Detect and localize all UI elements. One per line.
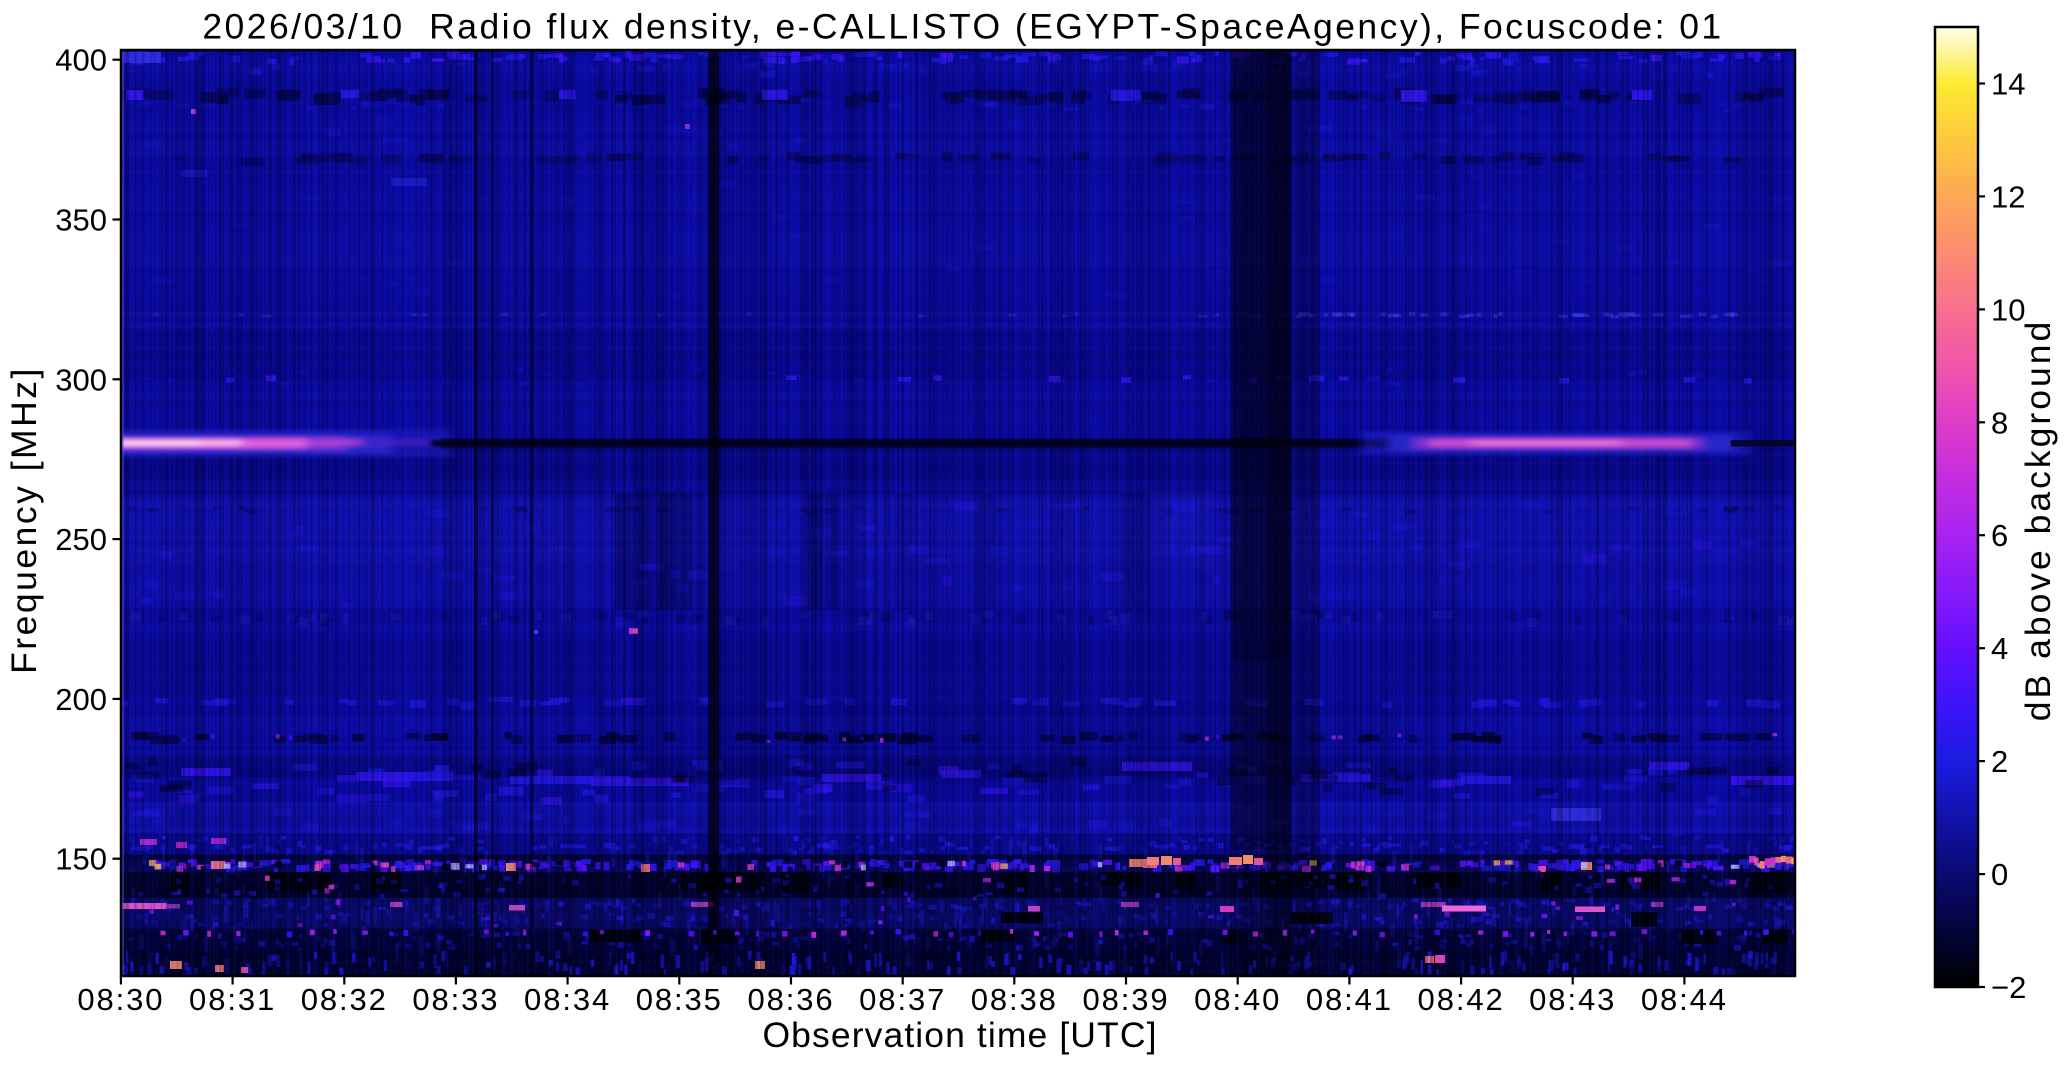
svg-text:08:43: 08:43 bbox=[1529, 982, 1616, 1017]
svg-text:08:37: 08:37 bbox=[859, 982, 946, 1017]
svg-text:2026/03/10 Radio flux density: 2026/03/10 Radio flux density, e-CALLIST… bbox=[202, 7, 1723, 47]
svg-text:08:31: 08:31 bbox=[189, 982, 276, 1017]
svg-text:4: 4 bbox=[1991, 631, 2008, 666]
svg-text:08:38: 08:38 bbox=[971, 982, 1058, 1017]
svg-text:08:41: 08:41 bbox=[1306, 982, 1393, 1017]
svg-text:08:35: 08:35 bbox=[636, 982, 723, 1017]
svg-text:150: 150 bbox=[55, 842, 107, 877]
svg-text:Frequency [MHz]: Frequency [MHz] bbox=[4, 366, 44, 674]
svg-text:0: 0 bbox=[1991, 857, 2008, 892]
svg-text:08:32: 08:32 bbox=[301, 982, 388, 1017]
svg-text:−2: −2 bbox=[1991, 970, 2026, 1005]
svg-text:08:40: 08:40 bbox=[1194, 982, 1281, 1017]
svg-text:14: 14 bbox=[1991, 67, 2025, 102]
svg-text:08:44: 08:44 bbox=[1641, 982, 1728, 1017]
svg-text:8: 8 bbox=[1991, 405, 2008, 440]
svg-text:12: 12 bbox=[1991, 179, 2025, 214]
svg-text:08:42: 08:42 bbox=[1418, 982, 1505, 1017]
svg-text:250: 250 bbox=[55, 522, 107, 557]
svg-text:10: 10 bbox=[1991, 292, 2025, 327]
svg-text:Observation time [UTC]: Observation time [UTC] bbox=[762, 1015, 1157, 1055]
svg-text:350: 350 bbox=[55, 203, 107, 238]
svg-text:dB above background: dB above background bbox=[2018, 319, 2058, 721]
svg-text:400: 400 bbox=[55, 43, 107, 78]
svg-text:2: 2 bbox=[1991, 744, 2008, 779]
svg-text:08:34: 08:34 bbox=[524, 982, 611, 1017]
svg-text:08:39: 08:39 bbox=[1082, 982, 1169, 1017]
svg-text:08:33: 08:33 bbox=[412, 982, 499, 1017]
svg-text:08:36: 08:36 bbox=[747, 982, 834, 1017]
svg-text:6: 6 bbox=[1991, 518, 2008, 553]
svg-text:08:30: 08:30 bbox=[77, 982, 164, 1017]
svg-text:300: 300 bbox=[55, 362, 107, 397]
svg-text:200: 200 bbox=[55, 682, 107, 717]
